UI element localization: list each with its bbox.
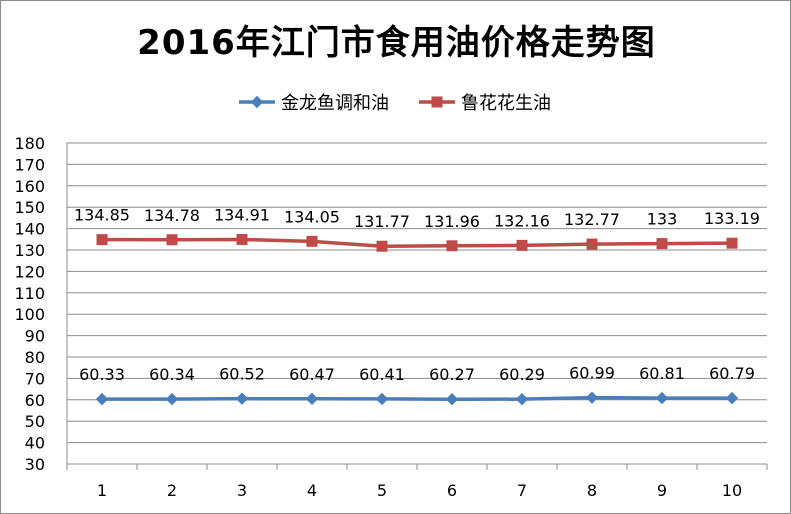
y-tick-label: 170 bbox=[14, 155, 45, 174]
y-tick-label: 80 bbox=[25, 348, 45, 367]
y-tick-label: 140 bbox=[14, 220, 45, 239]
data-point bbox=[725, 391, 739, 405]
data-label: 60.47 bbox=[289, 365, 335, 384]
data-label: 134.85 bbox=[74, 206, 130, 225]
y-tick-label: 70 bbox=[25, 369, 45, 388]
y-tick-label: 50 bbox=[25, 412, 45, 431]
data-label: 60.41 bbox=[359, 365, 405, 384]
data-point bbox=[586, 238, 598, 250]
x-tick-label: 6 bbox=[447, 481, 457, 500]
data-point bbox=[236, 233, 248, 245]
legend: 金龙鱼调和油 鲁花花生油 bbox=[239, 93, 551, 114]
x-tick-label: 10 bbox=[722, 481, 742, 500]
data-point bbox=[656, 238, 668, 250]
data-point bbox=[585, 391, 599, 404]
legend-marker bbox=[431, 96, 443, 108]
legend-label: 鲁花花生油 bbox=[461, 93, 551, 114]
series-line-2 bbox=[101, 237, 733, 248]
series-line-1 bbox=[101, 395, 733, 401]
data-point bbox=[445, 393, 459, 406]
axes: 3040506070809010011012013014015016017018… bbox=[14, 134, 768, 500]
x-tick-label: 3 bbox=[237, 481, 247, 500]
data-label: 132.16 bbox=[494, 211, 550, 230]
data-label: 131.96 bbox=[424, 212, 480, 231]
data-point bbox=[655, 391, 669, 405]
data-point bbox=[166, 234, 178, 246]
data-label: 131.77 bbox=[354, 212, 410, 231]
y-tick-label: 110 bbox=[14, 284, 45, 303]
data-point bbox=[235, 392, 249, 405]
data-label: 60.29 bbox=[499, 365, 545, 384]
data-point bbox=[306, 235, 318, 247]
y-tick-label: 130 bbox=[14, 241, 45, 260]
x-tick-label: 7 bbox=[517, 481, 527, 500]
data-label: 60.81 bbox=[639, 364, 685, 383]
data-label: 132.77 bbox=[564, 210, 620, 229]
y-tick-label: 160 bbox=[14, 177, 45, 196]
series-layer: 60.33 60.34 60.52 60.47 60.41 60.27 60.29 60.99… bbox=[74, 205, 760, 406]
data-label: 60.34 bbox=[149, 365, 195, 384]
legend-label: 金龙鱼调和油 bbox=[281, 93, 389, 114]
y-tick-label: 180 bbox=[14, 134, 45, 153]
x-tick-label: 2 bbox=[167, 481, 177, 500]
y-tick-label: 90 bbox=[25, 327, 45, 346]
data-point bbox=[165, 392, 179, 406]
data-label: 60.27 bbox=[429, 365, 475, 384]
data-label: 134.78 bbox=[144, 206, 200, 225]
data-label: 134.91 bbox=[214, 205, 270, 224]
data-point bbox=[446, 240, 458, 252]
data-point bbox=[305, 392, 319, 406]
y-tick-label: 60 bbox=[25, 391, 45, 410]
y-tick-label: 150 bbox=[14, 198, 45, 217]
data-label: 133 bbox=[647, 210, 678, 229]
y-tick-label: 100 bbox=[14, 305, 45, 324]
legend-marker bbox=[250, 95, 264, 109]
x-tick-label: 9 bbox=[657, 481, 667, 500]
x-tick-label: 5 bbox=[377, 481, 387, 500]
data-label: 134.05 bbox=[284, 207, 340, 226]
data-point bbox=[96, 234, 108, 246]
y-tick-label: 30 bbox=[25, 455, 45, 474]
data-point bbox=[376, 240, 388, 252]
chart-title: 2016年江门市食用油价格走势图 bbox=[137, 23, 656, 63]
data-label: 60.52 bbox=[219, 365, 265, 384]
data-point bbox=[516, 239, 528, 251]
data-label: 60.79 bbox=[709, 364, 755, 383]
y-tick-label: 40 bbox=[25, 434, 45, 453]
data-label: 133.19 bbox=[704, 209, 760, 228]
data-point bbox=[375, 392, 389, 406]
x-tick-label: 4 bbox=[307, 481, 317, 500]
data-label: 60.99 bbox=[569, 364, 615, 383]
gridlines bbox=[67, 142, 767, 465]
data-point bbox=[95, 392, 109, 406]
y-tick-label: 120 bbox=[14, 262, 45, 281]
data-point bbox=[726, 237, 738, 249]
x-tick-label: 8 bbox=[587, 481, 597, 500]
data-point bbox=[515, 392, 529, 406]
data-label: 60.33 bbox=[79, 365, 125, 384]
x-tick-label: 1 bbox=[97, 481, 107, 500]
